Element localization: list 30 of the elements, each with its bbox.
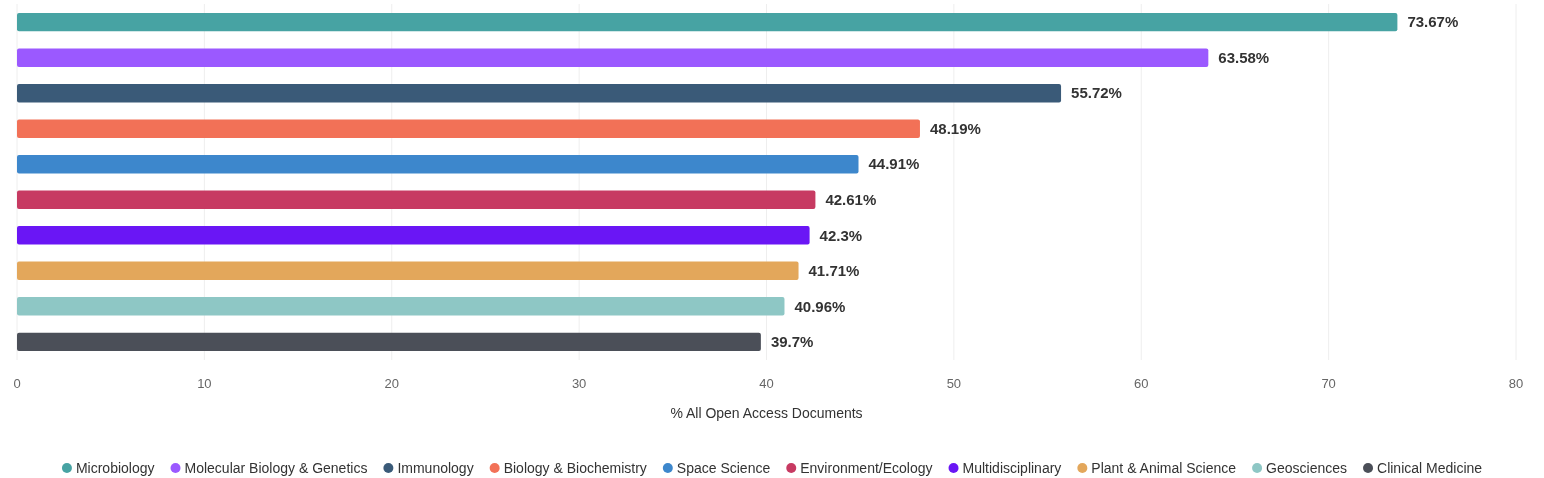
data-label: 39.7% bbox=[770, 333, 814, 351]
x-tick-label: 40 bbox=[759, 376, 774, 391]
data-label: 41.71% bbox=[808, 262, 860, 280]
x-tick-label: 80 bbox=[1508, 376, 1524, 391]
data-label: 73.67% bbox=[1407, 13, 1459, 31]
legend-label: Biology & Biochemistry bbox=[503, 459, 647, 476]
x-tick-label: 50 bbox=[946, 376, 962, 391]
x-tick-label: 70 bbox=[1321, 376, 1336, 391]
data-label: 40.96% bbox=[794, 297, 846, 315]
legend-label: Plant & Animal Science bbox=[1091, 459, 1237, 476]
legend-label: Multidisciplinary bbox=[962, 459, 1062, 476]
x-tick-label: 30 bbox=[571, 376, 587, 391]
data-label: 42.3% bbox=[819, 226, 863, 244]
data-label: 44.91% bbox=[868, 155, 920, 173]
data-label: 63.58% bbox=[1218, 48, 1270, 66]
legend-label: Geosciences bbox=[1266, 459, 1348, 476]
data-label: 48.19% bbox=[929, 119, 981, 137]
data-label: 55.72% bbox=[1071, 84, 1122, 102]
legend-label: Microbiology bbox=[75, 459, 155, 476]
legend-label: Immunology bbox=[397, 459, 474, 476]
x-tick-label: 10 bbox=[197, 376, 212, 391]
x-axis-title: % All Open Access Documents bbox=[670, 405, 863, 421]
x-tick-label: 0 bbox=[13, 376, 21, 391]
legend-label: Molecular Biology & Genetics bbox=[184, 459, 368, 476]
x-tick-label: 60 bbox=[1134, 376, 1149, 391]
legend-label: Environment/Ecology bbox=[800, 459, 933, 476]
data-label: 42.61% bbox=[825, 191, 877, 209]
x-tick-label: 20 bbox=[384, 376, 399, 391]
legend-label: Space Science bbox=[676, 459, 771, 476]
legend-label: Clinical Medicine bbox=[1377, 459, 1483, 476]
